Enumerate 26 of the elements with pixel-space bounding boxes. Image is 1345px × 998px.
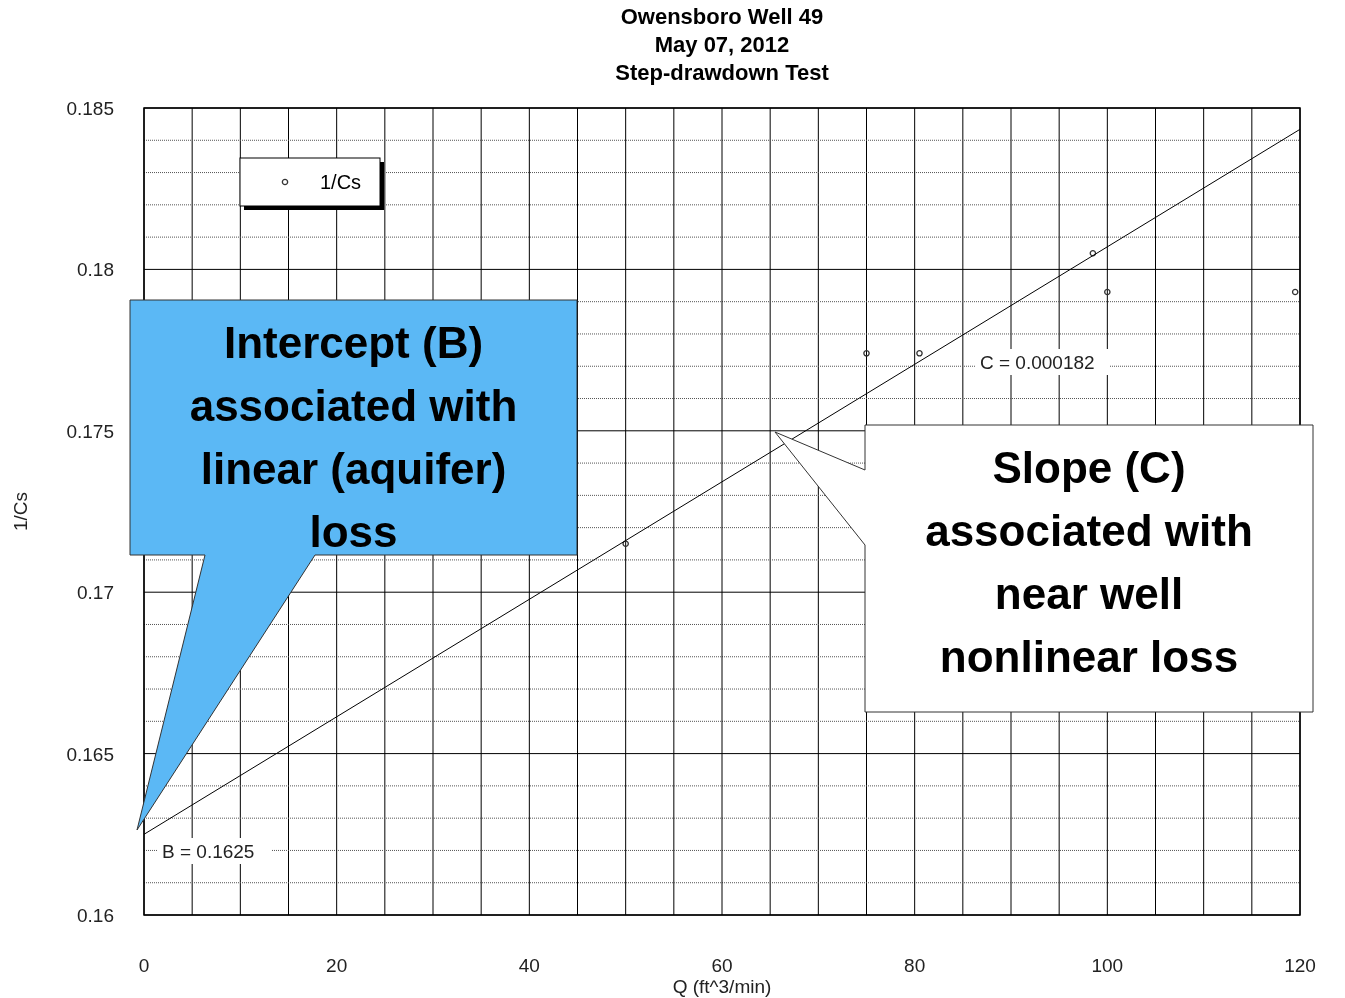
x-tick-label: 60 <box>711 955 733 976</box>
x-tick-label: 100 <box>1091 955 1124 976</box>
annotation: C = 0.000182 <box>980 352 1095 373</box>
y-tick-label: 0.16 <box>77 905 114 926</box>
annotation: B = 0.1625 <box>162 841 255 862</box>
x-tick-label: 80 <box>904 955 926 976</box>
point <box>916 350 923 357</box>
x-tick-label: 0 <box>138 955 150 976</box>
y-tick-label: 0.185 <box>66 98 114 119</box>
x-tick-label: 20 <box>326 955 348 976</box>
callout: Slope (C) associated with near well nonlinear loss <box>774 424 1314 713</box>
callout: Intercept (B) associated with linear (aquifer) loss <box>129 299 578 831</box>
point <box>1104 288 1111 296</box>
y-axis-title: 1/Cs <box>10 491 31 532</box>
y-tick-label: 0.17 <box>77 582 114 604</box>
point <box>863 350 870 357</box>
x-tick-label: 40 <box>518 955 540 976</box>
x-tick-label: 120 <box>1284 955 1316 976</box>
y-tick-label: 0.18 <box>77 259 114 281</box>
y-tick-label: 0.175 <box>66 420 114 442</box>
legend-label: 1/Cs <box>320 171 362 193</box>
annotation: Slope (C) associated with near well nonlinear loss <box>925 443 1253 681</box>
y-tick-label: 0.165 <box>66 743 114 765</box>
annotation: Intercept (B) associated with linear (aquifer) loss <box>189 318 518 556</box>
x-axis-title: Q (ft^3/min) <box>672 976 772 997</box>
chart-title: Owensboro Well 49 May 07, 2012 Step-drawdown Test <box>615 4 830 85</box>
